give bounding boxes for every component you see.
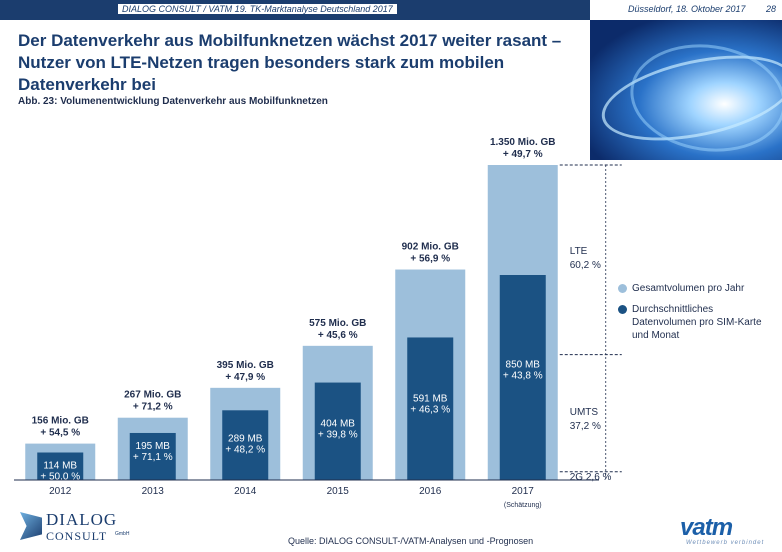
total-value-label-2016: 902 Mio. GB (402, 242, 459, 253)
source-note: Quelle: DIALOG CONSULT-/VATM-Analysen un… (288, 536, 534, 546)
breakdown-lte-name: LTE (570, 246, 588, 257)
dialog-consult-logo: DIALOG CONSULT GmbH (20, 510, 130, 546)
x-tick-label-2015: 2015 (327, 486, 350, 497)
bar-per-sim-2016 (407, 337, 454, 480)
x-tick-label-2013: 2013 (142, 486, 165, 497)
breakdown-umts-share: 37,2 % (570, 421, 601, 432)
x-tick-label-2016: 2016 (419, 486, 442, 497)
per-sim-growth-label-2016: + 46,3 % (410, 405, 450, 416)
total-value-label-2014: 395 Mio. GB (217, 360, 274, 371)
per-sim-value-label-2015: 404 MB (321, 418, 356, 429)
bar-per-sim-2014 (222, 410, 269, 480)
total-growth-label-2015: + 45,6 % (318, 330, 358, 341)
page-title: Der Datenverkehr aus Mobilfunknetzen wäc… (18, 31, 562, 94)
figure-caption: Abb. 23: Volumenentwicklung Datenverkehr… (18, 96, 328, 107)
bar-per-sim-2012 (37, 452, 84, 480)
per-sim-growth-label-2017: + 43,8 % (503, 370, 543, 381)
total-growth-label-2013: + 71,2 % (133, 402, 173, 413)
x-tick-label-2017: 2017 (512, 486, 535, 497)
dialog-consult-logo-icon (20, 512, 42, 540)
breakdown-umts-name: UMTS (570, 407, 599, 418)
total-growth-label-2017: + 49,7 % (503, 149, 543, 160)
header-bar: DIALOG CONSULT / VATM 19. TK-Marktanalys… (0, 0, 782, 20)
logo-left-line2: CONSULT (46, 529, 108, 543)
x-tick-label-2014: 2014 (234, 486, 257, 497)
total-value-label-2012: 156 Mio. GB (32, 416, 89, 427)
hero-image (590, 20, 782, 160)
legend-item-per-sim: Durchschnittliches Datenvolumen pro SIM-… (618, 303, 778, 342)
legend-item-total: Gesamtvolumen pro Jahr (618, 282, 778, 295)
per-sim-value-label-2016: 591 MB (413, 394, 448, 405)
bar-per-sim-2017 (499, 275, 546, 480)
header-date: Düsseldorf, 18. Oktober 2017 (628, 4, 746, 14)
breakdown-lte-share: 60,2 % (570, 260, 601, 271)
per-sim-value-label-2012: 114 MB (43, 461, 77, 472)
logo-left-line1: DIALOG (46, 510, 118, 529)
total-value-label-2017: 1.350 Mio. GB (490, 137, 556, 148)
bar-per-sim-2015 (314, 382, 361, 480)
x-tick-label-2012: 2012 (49, 486, 72, 497)
logo-left-suffix: GmbH (115, 531, 130, 537)
per-sim-growth-label-2012: + 50,0 % (40, 472, 80, 483)
total-value-label-2013: 267 Mio. GB (124, 390, 181, 401)
total-value-label-2015: 575 Mio. GB (309, 318, 366, 329)
per-sim-growth-label-2013: + 71,1 % (133, 452, 173, 463)
bar-per-sim-2013 (129, 432, 176, 480)
per-sim-value-label-2017: 850 MB (506, 359, 541, 370)
breakdown-2g-label: 2G 2,6 % (570, 472, 612, 483)
total-growth-label-2014: + 47,9 % (225, 372, 265, 383)
vatm-tagline: Wettbewerb verbindet (686, 540, 765, 546)
total-growth-label-2016: + 56,9 % (410, 254, 450, 265)
vatm-logo-text: vatm (680, 514, 733, 541)
per-sim-value-label-2013: 195 MB (136, 441, 171, 452)
total-growth-label-2012: + 54,5 % (40, 428, 80, 439)
x-tick-note-2017: (Schätzung) (504, 502, 542, 509)
legend-label-per-sim: Durchschnittliches Datenvolumen pro SIM-… (632, 304, 762, 341)
per-sim-growth-label-2014: + 48,2 % (225, 445, 265, 456)
header-source-line: DIALOG CONSULT / VATM 19. TK-Marktanalys… (118, 4, 397, 14)
chart-legend: Gesamtvolumen pro Jahr Durchschnittliche… (618, 282, 778, 350)
per-sim-value-label-2014: 289 MB (228, 434, 263, 445)
page-number: 28 (766, 4, 777, 14)
per-sim-growth-label-2015: + 39,8 % (318, 429, 358, 440)
legend-swatch-per-sim (618, 305, 627, 314)
legend-label-total: Gesamtvolumen pro Jahr (632, 283, 745, 294)
legend-swatch-total (618, 284, 627, 293)
vatm-logo: vatm Wettbewerb verbindet (680, 514, 776, 548)
